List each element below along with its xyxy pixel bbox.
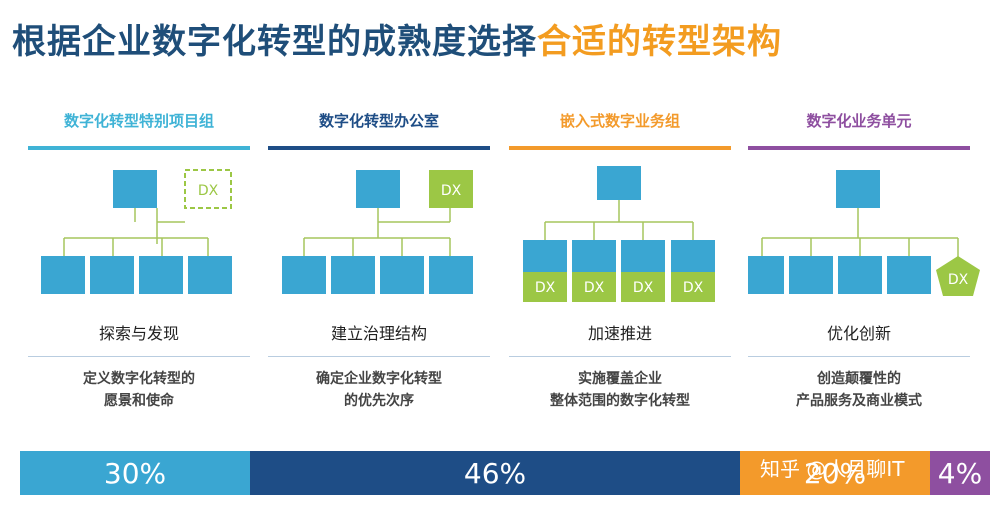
org-chart: DX bbox=[748, 170, 980, 296]
divider bbox=[268, 356, 490, 357]
percent-segment-acceleration: 20% bbox=[740, 451, 930, 495]
column-description: 实施覆盖企业 整体范围的数字化转型 bbox=[509, 368, 731, 412]
org-head-box bbox=[836, 170, 880, 208]
column-header: 数字化转型办公室 bbox=[318, 112, 439, 130]
column-accent-bar bbox=[28, 146, 250, 150]
desc-line: 整体范围的数字化转型 bbox=[550, 393, 690, 409]
org-unit-box bbox=[572, 240, 616, 272]
column-header: 数字化转型特别项目组 bbox=[63, 112, 214, 130]
desc-line: 创造颠覆性的 bbox=[817, 371, 901, 387]
column-transformation-office: 数字化转型办公室 DX 建立治理结构 确定企业数字化转型 的优先次序 bbox=[268, 100, 490, 430]
dx-label: DX bbox=[683, 280, 704, 296]
org-unit-box bbox=[429, 256, 473, 294]
percent-segment-innovation: 4% bbox=[930, 451, 990, 495]
desc-line: 实施覆盖企业 bbox=[578, 371, 662, 387]
dx-label: DX bbox=[633, 280, 654, 296]
dx-box bbox=[429, 170, 473, 208]
column-name: 加速推进 bbox=[587, 324, 652, 343]
dx-box bbox=[621, 272, 665, 302]
column-description: 创造颠覆性的 产品服务及商业模式 bbox=[748, 368, 970, 412]
percent-label: 4% bbox=[937, 456, 983, 490]
desc-line: 定义数字化转型的 bbox=[83, 371, 195, 387]
divider bbox=[509, 356, 731, 357]
org-unit-box bbox=[621, 240, 665, 272]
org-unit-box bbox=[282, 256, 326, 294]
dx-label: DX bbox=[198, 183, 219, 199]
divider bbox=[28, 356, 250, 357]
desc-line: 愿景和使命 bbox=[104, 393, 174, 409]
column-accent-bar bbox=[509, 146, 731, 150]
dx-box bbox=[572, 272, 616, 302]
column-digital-business-unit: 数字化业务单元 DX 优化创新 创造颠覆性的 产品服务及商业模式 bbox=[748, 100, 980, 430]
column-header: 嵌入式数字业务组 bbox=[559, 112, 680, 130]
org-chart: DX bbox=[41, 169, 232, 294]
org-chart: DX bbox=[282, 170, 473, 294]
org-head-box bbox=[597, 166, 641, 200]
dx-label: DX bbox=[535, 280, 556, 296]
dx-box bbox=[671, 272, 715, 302]
percent-segment-governance: 46% bbox=[250, 451, 740, 495]
column-name: 探索与发现 bbox=[98, 324, 179, 343]
dx-label: DX bbox=[441, 183, 462, 199]
dx-dashed-box bbox=[184, 169, 232, 209]
watermark-text: 知乎 @人月聊IT bbox=[760, 457, 905, 481]
org-unit-box bbox=[188, 256, 232, 294]
column-description: 定义数字化转型的 愿景和使命 bbox=[28, 368, 250, 412]
org-unit-box bbox=[90, 256, 134, 294]
org-unit-box bbox=[887, 256, 931, 294]
divider bbox=[748, 356, 970, 357]
dx-box bbox=[523, 272, 567, 302]
org-unit-box bbox=[789, 256, 833, 294]
title-part-1: 根据企业数字化转型的成熟度选择 bbox=[12, 22, 537, 62]
org-unit-box bbox=[523, 240, 567, 272]
column-header: 数字化业务单元 bbox=[806, 112, 912, 130]
dx-pentagon bbox=[936, 256, 980, 296]
dx-label: DX bbox=[948, 272, 969, 288]
column-accent-bar bbox=[748, 146, 970, 150]
title-part-2: 合适的转型架构 bbox=[537, 22, 782, 62]
desc-line: 产品服务及商业模式 bbox=[796, 393, 922, 409]
dx-label: DX bbox=[584, 280, 605, 296]
column-special-project-team: 数字化转型特别项目组 DX 探索与发现 定义数字化转型的 愿景和使命 bbox=[28, 100, 250, 430]
org-unit-box bbox=[380, 256, 424, 294]
desc-line: 确定企业数字化转型 bbox=[316, 371, 442, 387]
org-unit-box bbox=[838, 256, 882, 294]
org-head-box bbox=[113, 170, 157, 208]
column-description: 确定企业数字化转型 的优先次序 bbox=[268, 368, 490, 412]
column-name: 建立治理结构 bbox=[330, 324, 427, 343]
percent-label: 30% bbox=[103, 456, 167, 490]
org-chart: DX DX DX DX bbox=[523, 166, 715, 302]
column-embedded-business-group: 嵌入式数字业务组 DX DX DX DX 加速推进 实施覆盖企业 整体范围的数字… bbox=[509, 100, 731, 430]
page-title: 根据企业数字化转型的成熟度选择合适的转型架构 bbox=[12, 14, 782, 63]
org-unit-box bbox=[331, 256, 375, 294]
column-accent-bar bbox=[268, 146, 490, 150]
desc-line: 的优先次序 bbox=[344, 393, 414, 409]
column-name: 优化创新 bbox=[826, 324, 891, 343]
org-unit-box bbox=[671, 240, 715, 272]
percent-label: 46% bbox=[463, 456, 527, 490]
org-unit-box bbox=[748, 256, 784, 294]
percent-label: 20% bbox=[803, 456, 867, 490]
org-head-box bbox=[356, 170, 400, 208]
org-unit-box bbox=[139, 256, 183, 294]
org-unit-box bbox=[41, 256, 85, 294]
percent-segment-exploration: 30% bbox=[20, 451, 250, 495]
